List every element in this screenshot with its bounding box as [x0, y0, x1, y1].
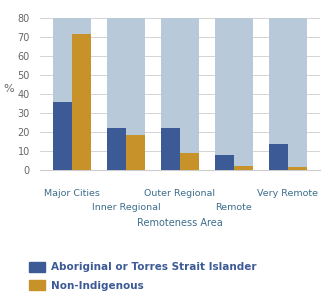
Text: Inner Regional: Inner Regional: [92, 203, 160, 212]
Text: Very Remote: Very Remote: [257, 189, 318, 198]
Y-axis label: %: %: [4, 84, 15, 94]
Bar: [234, 166, 253, 170]
Bar: [288, 167, 307, 170]
Bar: [215, 18, 234, 170]
Bar: [180, 153, 199, 170]
Bar: [180, 18, 199, 170]
Bar: [288, 18, 307, 170]
Text: Remoteness Area: Remoteness Area: [137, 218, 223, 228]
Bar: [269, 18, 288, 170]
Bar: [126, 18, 145, 170]
Bar: [161, 18, 180, 170]
Text: Remote: Remote: [215, 203, 252, 212]
Bar: [234, 18, 253, 170]
Bar: [72, 18, 91, 170]
Legend: Aboriginal or Torres Strait Islander, Non-Indigenous: Aboriginal or Torres Strait Islander, No…: [25, 258, 261, 295]
Bar: [107, 18, 126, 170]
Bar: [215, 155, 234, 170]
Bar: [72, 34, 91, 170]
Text: Major Cities: Major Cities: [44, 189, 100, 198]
Bar: [161, 128, 180, 170]
Bar: [107, 128, 126, 170]
Bar: [126, 135, 145, 170]
Bar: [53, 102, 72, 170]
Text: Outer Regional: Outer Regional: [144, 189, 215, 198]
Bar: [269, 144, 288, 170]
Bar: [53, 18, 72, 170]
